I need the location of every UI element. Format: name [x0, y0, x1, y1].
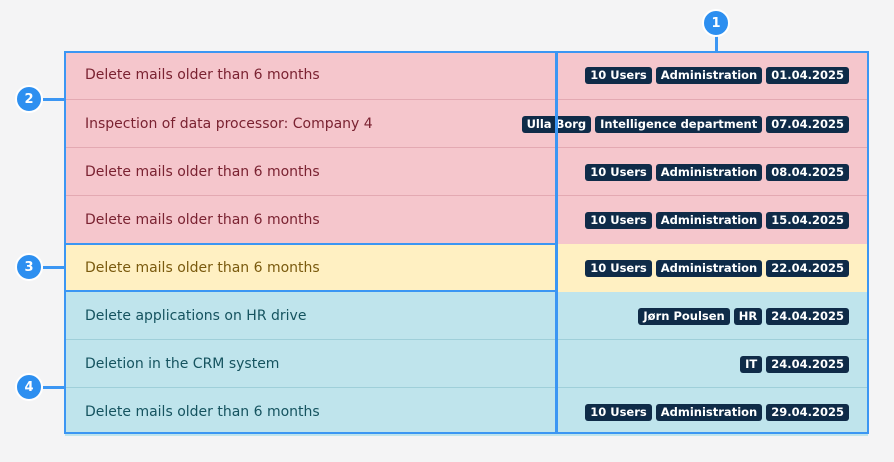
task-row[interactable]: Delete applications on HR drive Jørn Pou…: [65, 292, 868, 340]
task-row[interactable]: Deletion in the CRM system IT 24.04.2025: [65, 340, 868, 388]
task-title: Delete mails older than 6 months: [85, 164, 320, 180]
date-tag: 24.04.2025: [766, 355, 849, 373]
callout-1-connector: [715, 35, 718, 52]
assignee-tag: 10 Users: [585, 66, 652, 84]
date-tag: 15.04.2025: [766, 211, 849, 229]
row-divider: [65, 147, 868, 148]
department-tag: IT: [740, 355, 763, 373]
task-tags: 10 Users Administration 08.04.2025: [556, 148, 868, 196]
row-divider: [65, 195, 868, 196]
row-divider: [65, 99, 868, 100]
department-tag: Administration: [655, 163, 763, 181]
table-outline: [64, 51, 869, 434]
task-tags: 10 Users Administration 29.04.2025: [556, 388, 868, 436]
date-tag: 01.04.2025: [766, 66, 849, 84]
department-tag: HR: [733, 307, 763, 325]
task-title: Delete mails older than 6 months: [85, 404, 320, 420]
callout-badge: 4: [15, 373, 43, 401]
department-tag: Administration: [655, 211, 763, 229]
task-row[interactable]: Delete mails older than 6 months 10 User…: [65, 148, 868, 196]
date-tag: 08.04.2025: [766, 163, 849, 181]
assignee-tag: Jørn Poulsen: [638, 307, 730, 325]
department-tag: Intelligence department: [595, 115, 763, 133]
task-tags: Ulla Borg Intelligence department 07.04.…: [521, 100, 868, 148]
task-title: Delete mails older than 6 months: [85, 260, 320, 276]
task-row[interactable]: Delete mails older than 6 months 10 User…: [65, 388, 868, 436]
department-tag: Administration: [655, 66, 763, 84]
callout-badge: 2: [15, 85, 43, 113]
task-title: Delete mails older than 6 months: [85, 212, 320, 228]
callout-badge: 1: [702, 9, 730, 37]
task-title: Delete applications on HR drive: [85, 308, 307, 324]
task-row[interactable]: Delete mails older than 6 months 10 User…: [65, 244, 868, 292]
department-tag: Administration: [655, 403, 763, 421]
date-tag: 29.04.2025: [766, 403, 849, 421]
assignee-tag: 10 Users: [585, 163, 652, 181]
task-title: Delete mails older than 6 months: [85, 67, 320, 83]
row-divider: [65, 387, 868, 388]
column-divider-line: [555, 51, 558, 434]
department-tag: Administration: [655, 259, 763, 277]
task-title: Inspection of data processor: Company 4: [85, 116, 373, 132]
callout-badge: 3: [15, 253, 43, 281]
date-tag: 22.04.2025: [766, 259, 849, 277]
highlight-frame: [64, 243, 558, 292]
assignee-tag: 10 Users: [585, 259, 652, 277]
callout-2-connector: [43, 98, 65, 101]
task-row[interactable]: Inspection of data processor: Company 4 …: [65, 100, 868, 148]
task-tags: 10 Users Administration 15.04.2025: [556, 196, 868, 244]
assignee-tag: 10 Users: [585, 403, 652, 421]
task-row[interactable]: Delete mails older than 6 months 10 User…: [65, 196, 868, 244]
task-row[interactable]: Delete mails older than 6 months 10 User…: [65, 51, 868, 99]
date-tag: 07.04.2025: [766, 115, 849, 133]
task-tags: 10 Users Administration 01.04.2025: [556, 51, 868, 99]
task-tags: IT 24.04.2025: [556, 340, 868, 388]
date-tag: 24.04.2025: [766, 307, 849, 325]
callout-3-connector: [43, 266, 65, 269]
task-tags: Jørn Poulsen HR 24.04.2025: [556, 292, 868, 340]
assignee-tag: 10 Users: [585, 211, 652, 229]
task-tags: 10 Users Administration 22.04.2025: [556, 244, 868, 292]
row-divider: [65, 339, 868, 340]
callout-4-connector: [43, 386, 65, 389]
task-title: Deletion in the CRM system: [85, 356, 280, 372]
task-table: Delete mails older than 6 months 10 User…: [65, 51, 868, 436]
